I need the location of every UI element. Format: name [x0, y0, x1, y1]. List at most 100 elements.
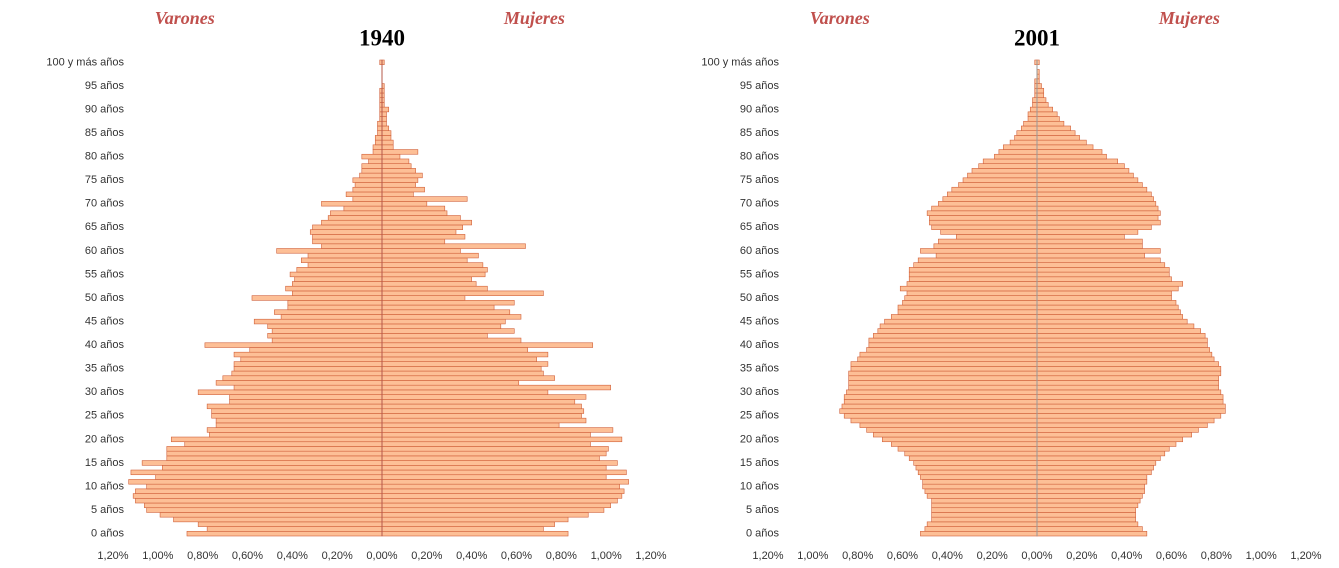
bar: [1036, 158, 1118, 164]
bar: [908, 271, 1038, 278]
y-tick-label: 50 años: [85, 292, 125, 304]
bar: [381, 309, 511, 315]
bar: [1036, 526, 1143, 532]
bar: [381, 295, 466, 301]
bar: [381, 530, 569, 537]
bar: [1036, 351, 1213, 358]
bar: [381, 120, 387, 127]
bar: [1036, 441, 1177, 447]
bar: [359, 172, 383, 179]
bar: [1036, 323, 1195, 329]
bar: [1036, 153, 1107, 160]
bar: [1036, 469, 1152, 476]
bar: [1036, 512, 1136, 518]
bar: [1036, 281, 1184, 287]
bar: [372, 149, 383, 155]
bar: [233, 361, 383, 367]
bar: [1036, 267, 1170, 273]
bar: [381, 450, 607, 457]
bar: [1036, 403, 1226, 410]
bar: [859, 422, 1038, 428]
bar: [381, 191, 414, 197]
y-tick-label: 45 años: [85, 315, 125, 327]
bar: [1036, 450, 1166, 457]
bar: [1036, 309, 1181, 315]
bar: [381, 436, 623, 443]
bar: [1036, 314, 1184, 320]
bar: [1036, 205, 1159, 212]
bar: [1036, 248, 1161, 254]
bar: [904, 295, 1038, 301]
bar: [312, 234, 383, 240]
bar: [381, 196, 468, 202]
bar: [926, 521, 1038, 527]
bar: [381, 479, 629, 485]
bar: [848, 370, 1038, 377]
bar: [877, 328, 1038, 334]
bar: [381, 337, 522, 344]
bar: [206, 526, 383, 532]
bar: [897, 304, 1038, 311]
legend-label: Varones: [155, 8, 215, 28]
bar: [381, 290, 544, 296]
bar: [354, 182, 383, 188]
bar: [352, 186, 383, 193]
bar: [381, 153, 401, 160]
legend-label: Mujeres: [1158, 8, 1220, 28]
bar: [287, 304, 383, 311]
x-tick-label: 1,00%: [1246, 550, 1277, 562]
bar: [377, 120, 383, 127]
bar: [381, 205, 446, 212]
bar: [381, 483, 620, 490]
bar: [381, 219, 472, 226]
bar: [902, 300, 1038, 306]
y-tick-label: 0 años: [746, 528, 780, 540]
bar: [1036, 342, 1208, 348]
bar: [931, 512, 1038, 518]
bar: [374, 139, 383, 146]
bar: [132, 493, 383, 499]
bar: [211, 413, 383, 419]
bar: [1036, 483, 1145, 490]
bar: [1036, 276, 1172, 282]
bar: [897, 309, 1038, 315]
bar: [381, 474, 607, 480]
bar: [890, 314, 1038, 320]
bar: [381, 460, 618, 466]
bar: [162, 465, 383, 471]
y-tick-label: 60 años: [85, 245, 125, 257]
bar: [1036, 210, 1161, 216]
bar: [1036, 497, 1141, 504]
bar: [922, 479, 1038, 485]
bar: [381, 408, 585, 414]
x-tick-label: 1,00%: [797, 550, 828, 562]
y-tick-label: 5 años: [91, 504, 125, 516]
bar: [381, 427, 614, 433]
bar: [1036, 106, 1053, 113]
bar: [381, 413, 582, 419]
bar: [1036, 144, 1094, 150]
bar: [839, 408, 1038, 414]
bar: [1036, 394, 1224, 400]
bar: [1036, 262, 1166, 268]
bar: [381, 139, 394, 146]
bar: [1036, 191, 1152, 197]
bar: [1036, 380, 1219, 386]
bar: [292, 290, 383, 296]
bar: [890, 441, 1038, 447]
bar: [135, 497, 383, 504]
bar: [843, 394, 1038, 400]
x-tick-label: 0,20%: [977, 550, 1008, 562]
bar: [381, 262, 484, 268]
bar: [381, 370, 544, 377]
bar: [920, 248, 1038, 254]
bar: [866, 427, 1038, 433]
y-tick-label: 50 años: [740, 292, 780, 304]
bar: [1036, 474, 1148, 480]
bar: [846, 389, 1038, 395]
bar: [381, 125, 390, 131]
bar: [882, 436, 1038, 443]
bar: [381, 342, 594, 348]
bar: [940, 229, 1038, 235]
bar: [1036, 333, 1206, 339]
